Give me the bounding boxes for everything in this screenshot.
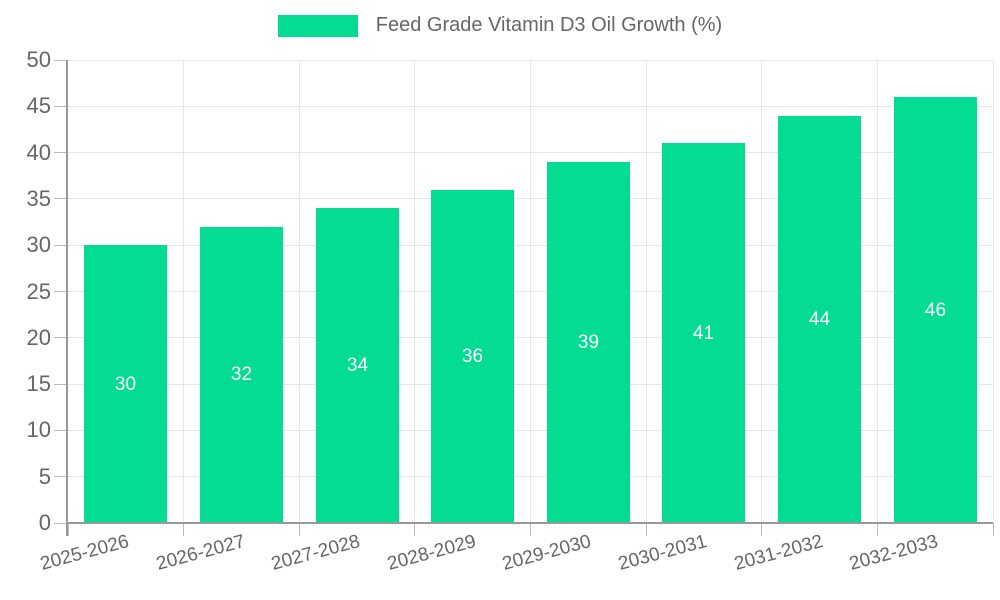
v-gridline — [645, 60, 647, 523]
x-axis-tick — [530, 523, 531, 536]
v-gridline — [183, 60, 185, 523]
legend-item[interactable]: Feed Grade Vitamin D3 Oil Growth (%) — [0, 14, 1000, 37]
bar-value-label: 34 — [346, 355, 369, 377]
y-axis-label: 25 — [26, 278, 51, 304]
x-axis-label: 2031-2032 — [731, 531, 825, 575]
x-axis-label: 2028-2029 — [384, 531, 479, 575]
x-axis-label: 2032-2033 — [847, 531, 941, 575]
y-axis-tick — [54, 522, 68, 524]
y-axis-label: 40 — [26, 139, 51, 165]
x-axis-tick — [414, 523, 416, 536]
bar: 41 — [662, 143, 745, 523]
y-axis-label: 45 — [26, 93, 51, 119]
bar: 34 — [316, 208, 399, 523]
y-axis-label: 50 — [26, 47, 51, 72]
y-axis-line — [66, 60, 68, 536]
y-axis-tick — [54, 337, 68, 339]
v-gridline — [992, 60, 994, 523]
bar-value-label: 44 — [808, 308, 831, 330]
y-axis-tick — [54, 291, 68, 292]
x-axis-tick — [183, 523, 185, 536]
y-axis-label: 5 — [38, 463, 51, 489]
y-axis-tick — [54, 383, 68, 385]
x-axis-tick — [992, 523, 994, 536]
y-axis-tick — [54, 198, 68, 200]
x-axis-line — [68, 522, 993, 524]
bar-value-label: 36 — [461, 345, 484, 367]
y-axis-tick — [54, 152, 68, 154]
y-axis-label: 30 — [26, 232, 51, 258]
bar: 39 — [547, 161, 630, 523]
y-axis-tick — [54, 59, 68, 61]
bar: 46 — [894, 97, 977, 523]
y-axis-tick — [54, 429, 68, 431]
x-axis-tick — [761, 523, 763, 536]
x-axis-tick — [298, 523, 300, 536]
v-gridline — [298, 60, 300, 523]
bar-value-label: 39 — [577, 331, 600, 353]
bar: 30 — [84, 245, 167, 523]
bar: 44 — [778, 115, 861, 523]
y-axis-label: 20 — [26, 324, 51, 350]
x-axis-tick — [876, 523, 878, 536]
x-axis-label: 2029-2030 — [500, 531, 594, 575]
v-gridline — [414, 60, 416, 523]
y-axis-label: 10 — [26, 417, 51, 443]
x-axis-label: 2030-2031 — [616, 531, 710, 575]
y-axis-tick — [54, 244, 68, 246]
y-axis-label: 35 — [26, 185, 51, 211]
x-axis-label: 2027-2028 — [269, 531, 363, 575]
bar: 36 — [431, 189, 514, 523]
legend-label: Feed Grade Vitamin D3 Oil Growth (%) — [375, 14, 723, 36]
v-gridline — [876, 60, 878, 523]
bar-value-label: 46 — [924, 299, 947, 321]
bar-value-label: 30 — [114, 373, 137, 395]
legend-swatch — [277, 14, 358, 37]
y-axis-tick — [54, 105, 68, 107]
x-axis-label: 2026-2027 — [153, 531, 247, 575]
v-gridline — [530, 60, 531, 523]
bar-value-label: 41 — [692, 322, 715, 344]
x-axis-label: 2025-2026 — [38, 531, 132, 575]
bar-value-label: 32 — [230, 364, 253, 386]
bar: 32 — [200, 226, 283, 523]
x-axis-tick — [645, 523, 647, 536]
y-axis-label: 15 — [26, 371, 51, 397]
v-gridline — [761, 60, 763, 523]
y-axis-tick — [54, 476, 68, 478]
x-axis-tick — [67, 523, 69, 536]
y-axis-label: 0 — [38, 510, 51, 535]
